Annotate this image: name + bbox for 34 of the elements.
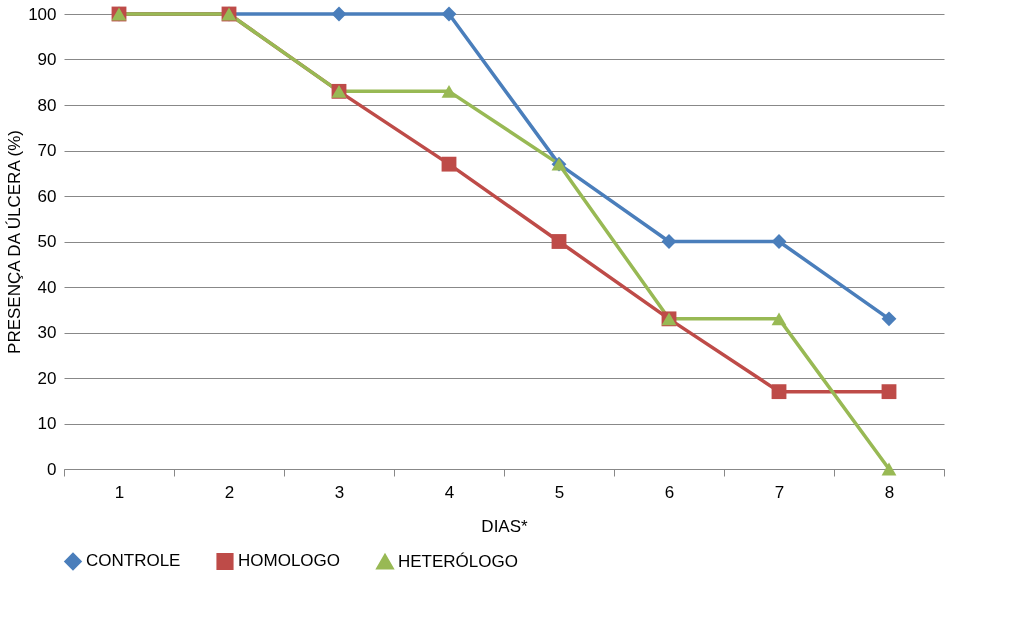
point — [771, 312, 787, 326]
x-tick-label: 5 — [554, 482, 565, 502]
y-tick-label: 20 — [37, 368, 57, 388]
x-axis-title: DIAS* — [481, 516, 529, 536]
y-tick-label: 90 — [37, 50, 57, 69]
y-tick-label: 50 — [37, 232, 57, 251]
point — [331, 6, 347, 22]
y-tick-label: 100 — [28, 4, 57, 24]
y-tick-label: 80 — [37, 95, 57, 115]
y-axis-title: PRESENÇA DA ÚLCERA (%) — [5, 130, 25, 354]
y-tick-label: 0 — [47, 459, 57, 479]
y-tick-label: 30 — [37, 323, 57, 342]
legend-label: HETERÓLOGO — [398, 551, 518, 571]
y-tick-label: 70 — [37, 141, 57, 160]
x-tick-label: 7 — [774, 482, 785, 502]
point — [551, 234, 567, 249]
legend-label: CONTROLE — [86, 551, 181, 571]
y-tick-label: 60 — [37, 186, 57, 206]
x-tick-label: 8 — [884, 482, 895, 502]
point — [881, 462, 897, 476]
legend-label: HOMOLOGO — [238, 551, 341, 571]
point — [441, 84, 457, 98]
x-tick-label: 6 — [664, 482, 675, 502]
point — [441, 156, 457, 172]
x-tick-label: 4 — [444, 482, 455, 502]
y-tick-label: 40 — [37, 277, 57, 297]
x-tick-label: 1 — [114, 482, 125, 502]
y-tick-label: 10 — [37, 414, 57, 433]
point — [771, 384, 787, 400]
point — [441, 6, 457, 22]
x-tick-label: 2 — [224, 482, 235, 502]
point — [881, 311, 897, 327]
x-tick-label: 3 — [334, 482, 345, 502]
point — [881, 384, 897, 400]
